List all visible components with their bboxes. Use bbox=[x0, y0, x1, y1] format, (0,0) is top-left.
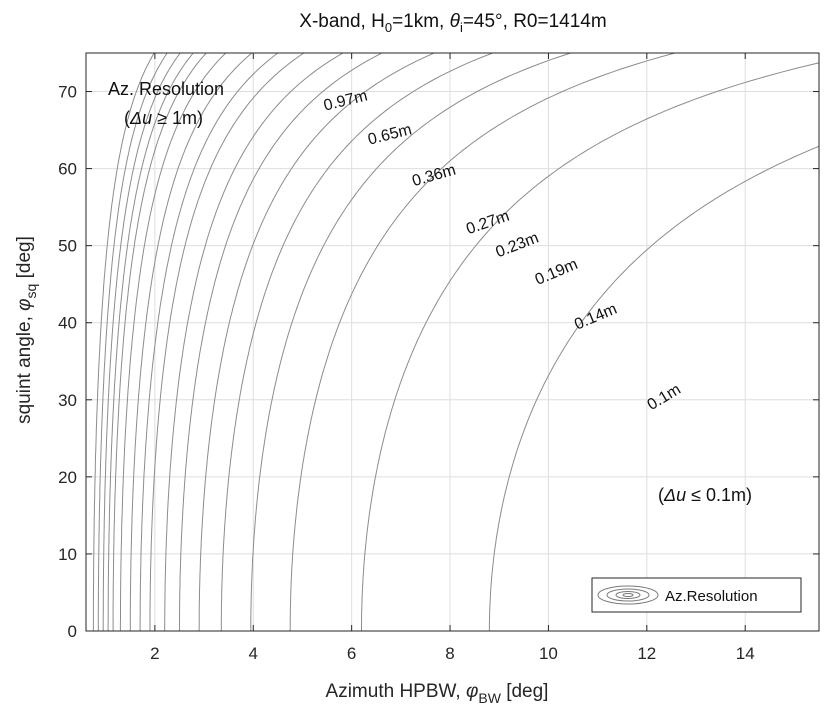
contour-line bbox=[107, 53, 194, 631]
annotation-low-res: (Δu ≤ 0.1m) bbox=[658, 485, 752, 505]
contour-line bbox=[289, 53, 676, 631]
x-axis-label: Azimuth HPBW, φBW [deg] bbox=[326, 681, 549, 706]
contour-line bbox=[488, 145, 819, 631]
contour-line bbox=[119, 53, 227, 631]
y-tick-label: 60 bbox=[58, 160, 77, 179]
plot-area-frame bbox=[85, 52, 820, 632]
y-tick-label: 0 bbox=[68, 622, 77, 641]
contour-line bbox=[361, 62, 819, 631]
x-tick-label: 12 bbox=[637, 644, 656, 663]
legend-label: Az.Resolution bbox=[665, 588, 758, 605]
contour-line bbox=[149, 53, 305, 631]
x-tick-label: 6 bbox=[347, 644, 356, 663]
contour-line bbox=[198, 53, 435, 631]
contour-lines bbox=[92, 53, 819, 631]
x-tick-label: 8 bbox=[445, 644, 454, 663]
y-axis-ticks: 0 10 20 30 40 50 60 70 bbox=[58, 83, 819, 641]
x-axis-ticks: 2 4 6 8 10 12 14 bbox=[150, 53, 755, 663]
y-axis-label: squint angle, φsq [deg] bbox=[14, 236, 39, 424]
x-tick-label: 14 bbox=[736, 644, 755, 663]
y-tick-label: 30 bbox=[58, 391, 77, 410]
contour-line bbox=[179, 53, 383, 631]
contour-line bbox=[112, 53, 207, 631]
contour-line bbox=[250, 53, 571, 631]
contour-line bbox=[102, 53, 181, 631]
y-tick-label: 40 bbox=[58, 314, 77, 333]
annotation-high-res: Az. Resolution (Δu ≥ 1m) bbox=[108, 79, 224, 128]
svg-text:Az. Resolution: Az. Resolution bbox=[108, 79, 224, 99]
contour-line bbox=[164, 53, 344, 631]
contour-line bbox=[92, 53, 155, 631]
contour-legend-icon bbox=[597, 585, 659, 605]
contour-line bbox=[129, 53, 253, 631]
contour-line bbox=[97, 53, 168, 631]
x-tick-label: 2 bbox=[150, 644, 159, 663]
x-tick-label: 4 bbox=[249, 644, 258, 663]
x-tick-label: 10 bbox=[539, 644, 558, 663]
y-tick-label: 70 bbox=[58, 83, 77, 102]
chart-title: X-band, H0=1km, θi=45°, R0=1414m bbox=[299, 11, 606, 35]
svg-text:(Δu ≥ 1m): (Δu ≥ 1m) bbox=[124, 108, 203, 128]
contour-line bbox=[139, 53, 279, 631]
y-tick-label: 10 bbox=[58, 545, 77, 564]
y-tick-label: 50 bbox=[58, 237, 77, 256]
legend: Az.Resolution bbox=[591, 577, 802, 613]
y-tick-label: 20 bbox=[58, 468, 77, 487]
contour-line bbox=[220, 53, 493, 631]
